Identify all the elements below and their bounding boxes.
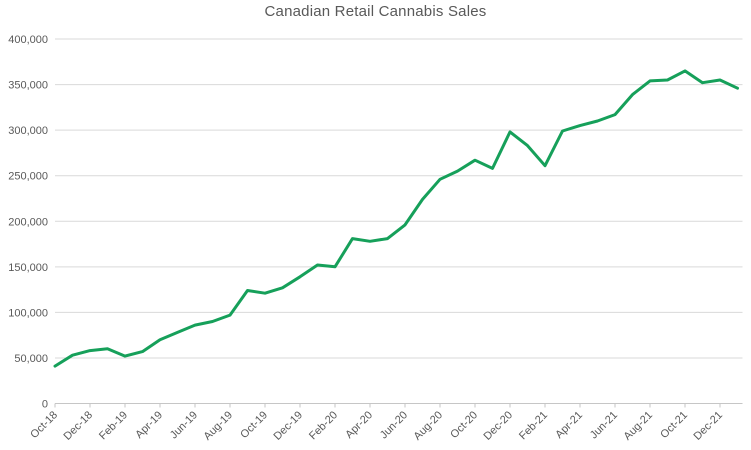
- x-tick-label: Aug-20: [412, 409, 446, 443]
- sales-line: [53, 69, 739, 368]
- y-tick-label: 250,000: [8, 171, 48, 183]
- x-tick-label: Dec-19: [272, 409, 306, 443]
- x-tick-label: Jun-20: [378, 409, 410, 441]
- x-tick-label: Apr-19: [133, 409, 165, 441]
- x-tick-label: Feb-19: [97, 409, 130, 442]
- y-tick-label: 300,000: [8, 125, 48, 137]
- x-tick-label: Dec-18: [62, 409, 96, 443]
- x-tick-label: Oct-21: [658, 409, 690, 441]
- y-tick-label: 150,000: [8, 262, 48, 274]
- x-tick-label: Jun-21: [588, 409, 620, 441]
- x-tick-label: Dec-20: [482, 409, 516, 443]
- x-tick-label: Oct-18: [28, 409, 60, 441]
- x-tick-label: Oct-20: [448, 409, 480, 441]
- x-tick-label: Aug-21: [622, 409, 656, 443]
- x-tick-label: Apr-20: [343, 409, 375, 441]
- y-tick-label: 400,000: [8, 34, 48, 46]
- y-tick-label: 200,000: [8, 216, 48, 228]
- x-tick-label: Apr-21: [553, 409, 585, 441]
- y-tick-label: 0: [42, 399, 48, 411]
- y-tick-label: 50,000: [14, 353, 48, 365]
- y-tick-label: 350,000: [8, 80, 48, 92]
- x-tick-label: Jun-19: [168, 409, 200, 441]
- x-tick-label: Aug-19: [202, 409, 236, 443]
- x-tick-label: Feb-21: [517, 409, 550, 442]
- x-tick-label: Oct-19: [238, 409, 270, 441]
- y-tick-label: 100,000: [8, 307, 48, 319]
- x-tick-label: Feb-20: [307, 409, 340, 442]
- chart-title: Canadian Retail Cannabis Sales: [264, 3, 487, 20]
- x-tick-label: Dec-21: [692, 409, 726, 443]
